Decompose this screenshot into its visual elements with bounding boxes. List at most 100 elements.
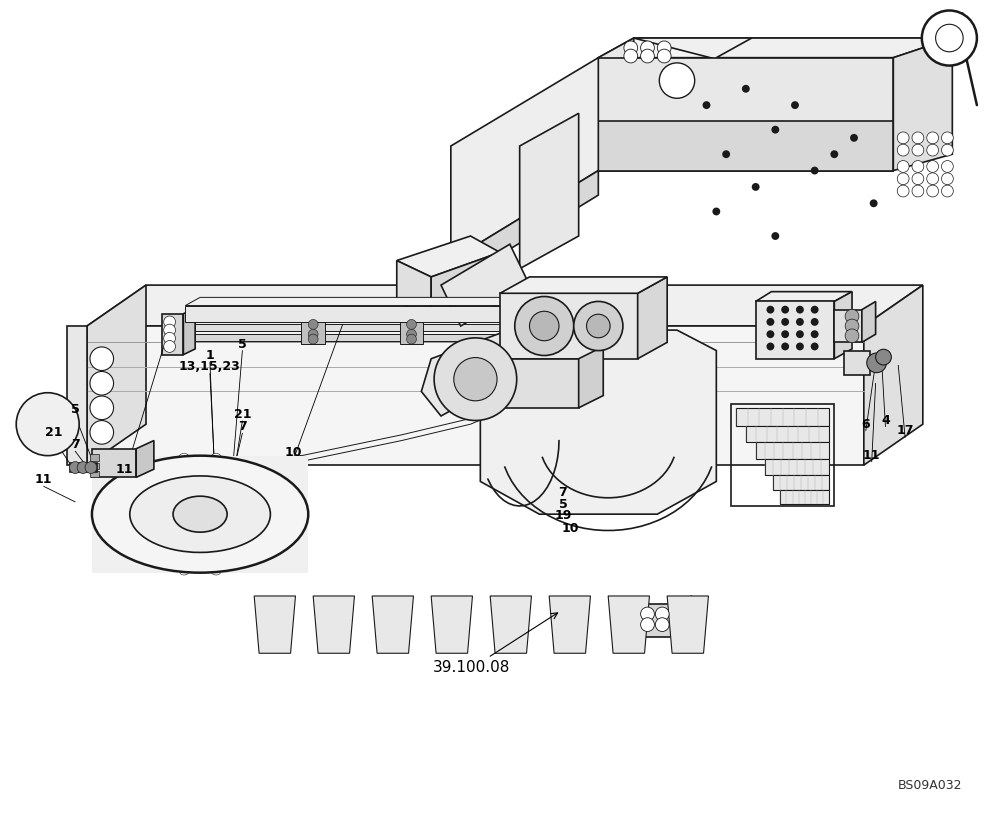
Circle shape (407, 334, 416, 344)
Text: 1: 1 (206, 349, 214, 362)
Circle shape (308, 319, 318, 329)
Circle shape (811, 330, 819, 338)
Circle shape (912, 144, 924, 156)
Circle shape (125, 473, 135, 483)
Circle shape (655, 617, 669, 631)
Polygon shape (162, 314, 183, 354)
Circle shape (125, 545, 135, 555)
Circle shape (103, 509, 113, 519)
Polygon shape (638, 604, 677, 636)
Circle shape (124, 473, 136, 484)
Circle shape (90, 420, 114, 444)
Polygon shape (254, 596, 295, 653)
Circle shape (766, 305, 774, 314)
Circle shape (796, 343, 804, 350)
Polygon shape (67, 326, 87, 465)
Circle shape (434, 338, 517, 420)
Circle shape (281, 527, 292, 539)
Circle shape (210, 453, 222, 465)
Circle shape (942, 173, 953, 185)
Circle shape (845, 329, 859, 343)
Circle shape (164, 324, 176, 336)
Text: 11: 11 (35, 473, 52, 487)
Circle shape (148, 557, 160, 568)
Circle shape (515, 296, 574, 355)
Circle shape (927, 132, 939, 144)
Circle shape (850, 134, 858, 141)
Circle shape (942, 161, 953, 172)
Circle shape (148, 460, 160, 472)
Text: 17: 17 (896, 424, 914, 438)
Circle shape (845, 310, 859, 323)
Polygon shape (400, 321, 423, 344)
Circle shape (210, 563, 222, 575)
Circle shape (771, 126, 779, 134)
Circle shape (927, 185, 939, 197)
Circle shape (69, 462, 81, 473)
Circle shape (811, 318, 819, 326)
Polygon shape (756, 442, 829, 458)
Circle shape (282, 528, 291, 538)
Text: 5: 5 (238, 338, 247, 350)
Circle shape (90, 371, 114, 395)
Text: 5: 5 (559, 498, 567, 511)
Circle shape (286, 508, 298, 520)
Polygon shape (756, 301, 834, 359)
Polygon shape (92, 456, 308, 572)
Polygon shape (185, 305, 529, 322)
Polygon shape (90, 454, 99, 461)
Circle shape (149, 557, 159, 567)
Polygon shape (520, 113, 579, 269)
Circle shape (942, 132, 953, 144)
Circle shape (752, 183, 760, 191)
Circle shape (164, 340, 176, 353)
Text: 13,15,23: 13,15,23 (179, 360, 241, 374)
Circle shape (712, 207, 720, 215)
Polygon shape (549, 596, 590, 653)
Circle shape (266, 473, 275, 483)
Circle shape (407, 319, 416, 329)
Circle shape (845, 319, 859, 333)
Circle shape (102, 508, 114, 520)
Polygon shape (171, 324, 529, 331)
Polygon shape (716, 38, 952, 57)
Circle shape (178, 453, 190, 465)
Circle shape (876, 349, 891, 365)
Circle shape (281, 489, 292, 501)
Circle shape (241, 461, 251, 471)
Circle shape (771, 232, 779, 240)
Circle shape (936, 24, 963, 52)
Circle shape (781, 318, 789, 326)
Circle shape (912, 173, 924, 185)
Polygon shape (490, 596, 531, 653)
Polygon shape (92, 448, 136, 478)
Circle shape (164, 332, 176, 344)
Circle shape (211, 454, 221, 464)
Circle shape (781, 305, 789, 314)
Polygon shape (598, 38, 752, 57)
Circle shape (641, 617, 654, 631)
Polygon shape (834, 310, 862, 343)
Polygon shape (136, 440, 154, 478)
Circle shape (657, 41, 671, 55)
Polygon shape (87, 285, 923, 326)
Text: 10: 10 (562, 522, 580, 536)
Polygon shape (500, 359, 579, 408)
Circle shape (624, 41, 638, 55)
Circle shape (781, 330, 789, 338)
Polygon shape (397, 260, 431, 318)
Circle shape (811, 305, 819, 314)
Circle shape (742, 85, 750, 92)
Text: 4: 4 (881, 414, 890, 427)
Circle shape (811, 343, 819, 350)
Text: 39.100.08: 39.100.08 (433, 613, 558, 676)
Circle shape (766, 330, 774, 338)
Circle shape (287, 509, 297, 519)
Circle shape (109, 528, 119, 538)
Polygon shape (893, 38, 952, 171)
Circle shape (624, 49, 638, 63)
Text: 5: 5 (71, 403, 80, 416)
Circle shape (124, 544, 136, 556)
Text: 19: 19 (554, 509, 572, 522)
Polygon shape (421, 326, 539, 416)
